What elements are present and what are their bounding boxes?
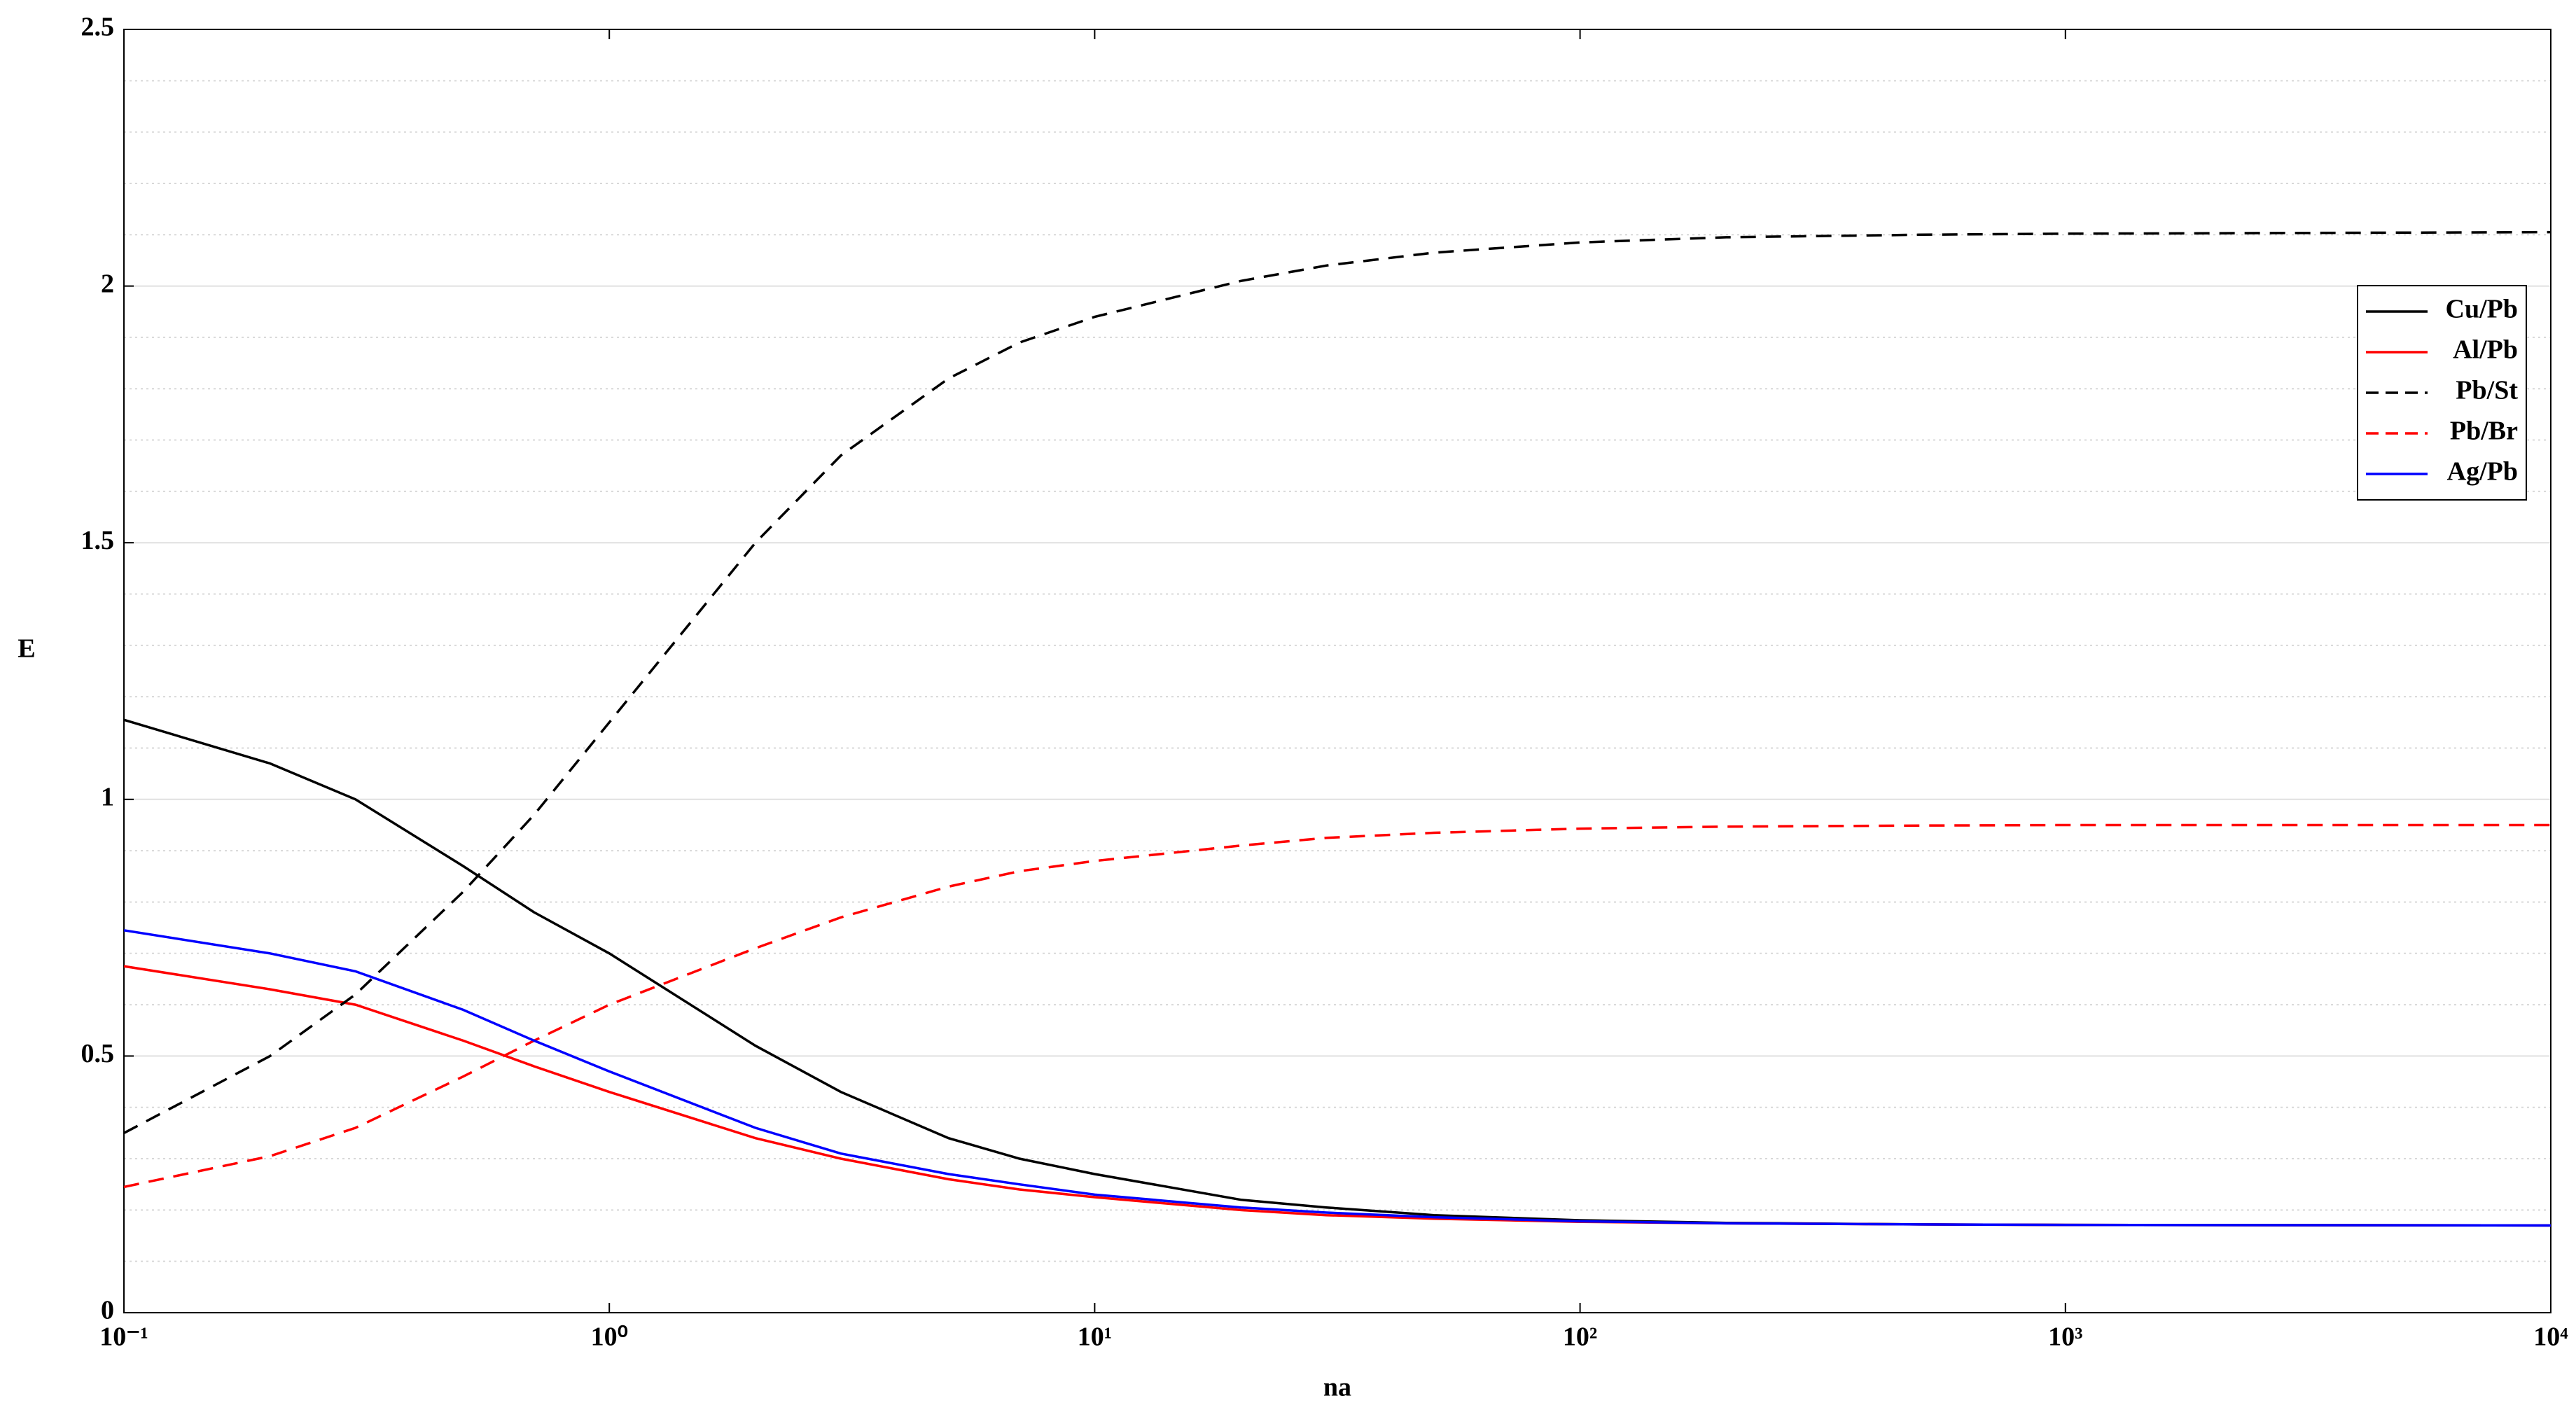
y-axis-label: E bbox=[18, 634, 35, 664]
y-tick-label: 0 bbox=[101, 1296, 114, 1325]
x-axis-label: na bbox=[1323, 1373, 1351, 1402]
x-tick-label: 10⁴ bbox=[2533, 1322, 2568, 1352]
legend-label: Pb/Br bbox=[2450, 417, 2518, 446]
y-tick-label: 1 bbox=[101, 783, 114, 812]
legend-label: Cu/Pb bbox=[2446, 295, 2518, 324]
y-tick-label: 0.5 bbox=[81, 1039, 115, 1068]
x-tick-label: 10² bbox=[1563, 1322, 1597, 1352]
y-tick-label: 2 bbox=[101, 269, 114, 298]
x-tick-label: 10⁻¹ bbox=[99, 1322, 148, 1352]
legend-label: Pb/St bbox=[2456, 376, 2518, 405]
legend-label: Ag/Pb bbox=[2447, 457, 2518, 487]
series-line bbox=[123, 230, 2551, 1134]
series-line bbox=[123, 929, 2551, 1227]
x-tick-label: 10¹ bbox=[1078, 1322, 1112, 1352]
series-line bbox=[123, 823, 2551, 1189]
legend-label: Al/Pb bbox=[2453, 335, 2518, 365]
y-tick-label: 2.5 bbox=[81, 13, 115, 42]
plot-frame bbox=[123, 29, 2551, 1313]
x-tick-label: 10⁰ bbox=[591, 1322, 628, 1352]
legend: Cu/Pb Al/Pb Pb/St Pb/Br Ag/Pb bbox=[2357, 285, 2527, 501]
x-tick-label: 10³ bbox=[2048, 1322, 2082, 1352]
series-line bbox=[123, 718, 2551, 1227]
y-tick-label: 1.5 bbox=[81, 526, 115, 555]
